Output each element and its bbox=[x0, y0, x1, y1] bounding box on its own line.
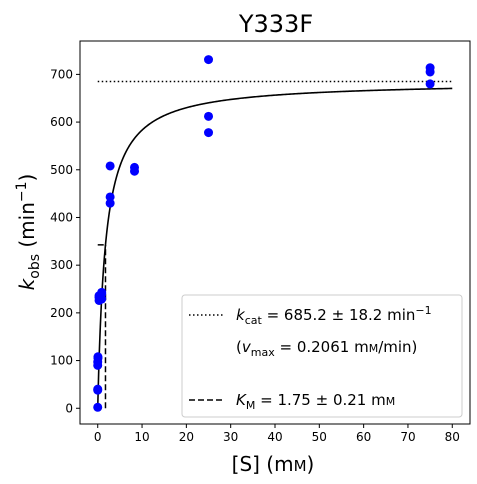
y-axis-label-unit: (min bbox=[15, 202, 39, 254]
x-axis-label-close: ) bbox=[307, 452, 315, 476]
legend-vmax-entry: (vmax = 0.2061 mM/min) bbox=[236, 338, 417, 359]
legend-kcat-entry: kcat = 685.2 ± 18.2 min−1 bbox=[236, 304, 432, 327]
data-point bbox=[105, 161, 115, 171]
y-axis-label-sup: −1 bbox=[14, 181, 30, 202]
legend-kcat-sub: cat bbox=[245, 314, 263, 327]
data-point bbox=[204, 55, 214, 65]
legend-kcat-k: k bbox=[236, 306, 246, 324]
x-tick-label: 80 bbox=[445, 430, 460, 444]
legend-vmax-sub: max bbox=[251, 346, 275, 359]
data-point bbox=[425, 79, 435, 89]
x-tick-label: 40 bbox=[267, 430, 282, 444]
data-points bbox=[93, 55, 435, 412]
data-point bbox=[93, 352, 103, 362]
fit-layer bbox=[96, 80, 453, 409]
y-axis-label-close: ) bbox=[15, 174, 39, 182]
legend-vmax-open: ( bbox=[236, 338, 242, 356]
legend-box bbox=[181, 294, 463, 418]
legend-km-unit: M bbox=[386, 395, 396, 408]
data-point bbox=[204, 111, 214, 121]
data-point bbox=[93, 402, 103, 412]
legend-km-entry: KM = 1.75 ± 0.21 mM bbox=[236, 391, 395, 412]
legend-vmax-unit: M bbox=[369, 342, 379, 355]
x-tick-label: 30 bbox=[223, 430, 238, 444]
y-tick-label: 600 bbox=[50, 115, 73, 129]
y-tick-label: 0 bbox=[65, 401, 73, 415]
x-tick-label: 10 bbox=[134, 430, 149, 444]
y-axis-label-k: k bbox=[15, 277, 39, 290]
data-point bbox=[130, 162, 140, 172]
x-tick-label: 60 bbox=[356, 430, 371, 444]
data-point bbox=[93, 384, 103, 394]
legend-kcat-text: = 685.2 ± 18.2 min bbox=[262, 306, 416, 324]
legend-vmax-close: /min) bbox=[378, 338, 417, 356]
legend-km-sub: M bbox=[246, 399, 256, 412]
y-tick-label: 300 bbox=[50, 258, 73, 272]
legend: kcat = 685.2 ± 18.2 min−1 (vmax = 0.2061… bbox=[181, 294, 463, 418]
legend-kcat-sup: −1 bbox=[415, 304, 431, 317]
x-tick-label: 70 bbox=[400, 430, 415, 444]
legend-km-text: = 1.75 ± 0.21 m bbox=[255, 391, 385, 409]
y-tick-label: 400 bbox=[50, 210, 73, 224]
axis-ticks: 0 10 20 30 40 50 60 70 80 0 100 200 300 400 500 600 700 bbox=[50, 67, 460, 444]
x-axis-label: [S] (mM) bbox=[232, 452, 315, 476]
y-axis-label: kobs (min−1) bbox=[14, 174, 43, 291]
data-point bbox=[204, 128, 214, 138]
y-tick-label: 200 bbox=[50, 306, 73, 320]
x-tick-label: 20 bbox=[179, 430, 194, 444]
data-point bbox=[425, 63, 435, 73]
plot-area: 0 10 20 30 40 50 60 70 80 0 100 200 300 400 500 600 700 bbox=[50, 40, 471, 444]
x-axis-label-unit: M bbox=[294, 457, 307, 475]
data-point bbox=[105, 192, 115, 202]
data-point bbox=[97, 287, 107, 297]
data-point bbox=[105, 198, 115, 208]
fit-curve bbox=[96, 87, 453, 409]
x-tick-label: 0 bbox=[94, 430, 102, 444]
x-axis-label-main: [S] (m bbox=[232, 452, 294, 476]
x-tick-label: 50 bbox=[312, 430, 327, 444]
legend-vmax-v: v bbox=[242, 338, 252, 356]
legend-vmax-text: = 0.2061 m bbox=[275, 338, 369, 356]
y-axis-label-sub: obs bbox=[27, 254, 43, 279]
y-tick-label: 100 bbox=[50, 354, 73, 368]
y-tick-label: 700 bbox=[50, 67, 73, 81]
y-tick-label: 500 bbox=[50, 163, 73, 177]
chart-title: Y333F bbox=[238, 10, 313, 38]
legend-km-k: K bbox=[236, 391, 247, 409]
